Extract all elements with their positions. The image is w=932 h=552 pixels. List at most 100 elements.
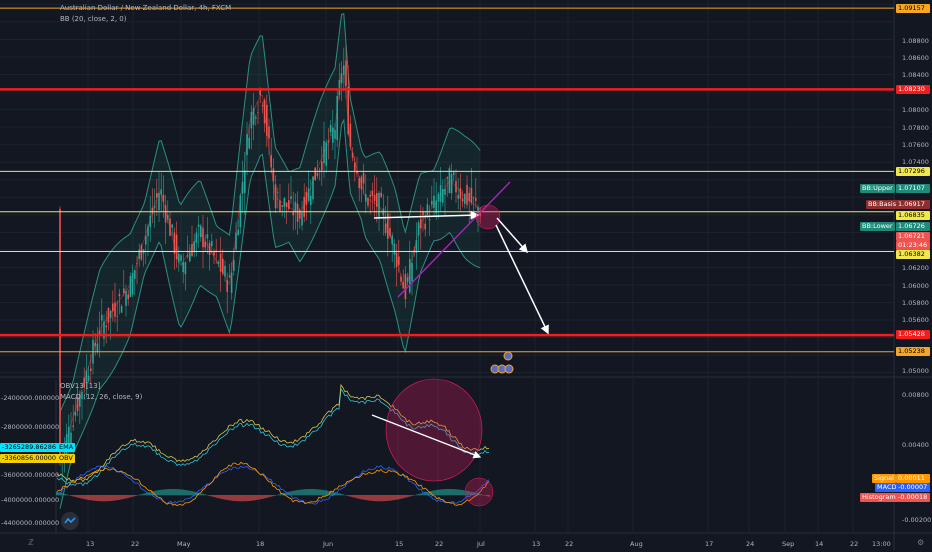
histogram-badge: Histogram — [860, 493, 898, 502]
histogram-bar — [304, 489, 305, 495]
histogram-bar — [398, 495, 399, 499]
histogram-bar — [412, 495, 413, 496]
histogram-bar — [174, 489, 175, 495]
candle-body — [466, 185, 468, 205]
histogram-bar — [172, 489, 173, 495]
candle-body — [127, 295, 129, 299]
histogram-bar — [246, 495, 247, 501]
candle-body — [341, 73, 343, 83]
histogram-bar — [366, 495, 367, 500]
candle-body — [424, 224, 426, 230]
histogram-bar — [110, 495, 111, 501]
macd-legend[interactable]: MACD (12, 26, close, 9) — [60, 393, 142, 401]
time-tick: 13 — [532, 540, 540, 548]
histogram-bar — [184, 490, 185, 495]
histogram-bar — [118, 495, 119, 500]
axis-tick: 1.08000 — [902, 106, 929, 114]
candle-body — [475, 198, 477, 201]
candle-body — [345, 61, 347, 86]
tradingview-logo-icon[interactable] — [61, 512, 79, 530]
histogram-bar — [296, 490, 297, 495]
histogram-bar — [364, 495, 365, 500]
candle-body — [361, 177, 363, 190]
candle-body — [255, 117, 257, 118]
candle-body — [457, 195, 459, 199]
candle-body — [350, 124, 352, 147]
candle-body — [132, 273, 134, 294]
histogram-bar — [94, 495, 95, 501]
candle-body — [385, 224, 387, 233]
candle-body — [121, 306, 123, 313]
candle-body — [112, 303, 114, 311]
histogram-bar — [236, 495, 237, 501]
histogram-bar — [418, 494, 419, 495]
histogram-bar — [272, 495, 273, 496]
histogram-bar — [396, 495, 397, 500]
candle-body — [266, 105, 268, 136]
settings-gear-icon[interactable]: ⚙ — [917, 538, 924, 547]
candle-body — [257, 112, 259, 113]
histogram-bar — [386, 495, 387, 501]
candle-body — [374, 195, 376, 201]
histogram-bar — [98, 495, 99, 501]
candle-body — [270, 155, 272, 167]
candle-body — [451, 174, 453, 193]
histogram-bar — [140, 494, 141, 495]
histogram-bar — [64, 494, 65, 495]
candle-body — [94, 343, 96, 346]
bb-upper-badge: BB:Upper — [860, 184, 895, 193]
histogram-bar — [180, 489, 181, 495]
candle-body — [332, 128, 334, 143]
candle-body — [196, 233, 198, 243]
candle-body — [200, 226, 202, 237]
histogram-bar — [300, 490, 301, 496]
histogram-bar — [216, 495, 217, 498]
histogram-bar — [212, 495, 213, 497]
candle-body — [253, 108, 255, 125]
candle-body — [251, 112, 253, 129]
histogram-bar — [200, 493, 201, 495]
histogram-bar — [360, 495, 361, 499]
candle-body — [468, 193, 470, 201]
histogram-bar — [208, 495, 209, 496]
histogram-bar — [240, 495, 241, 501]
candle-body — [460, 188, 462, 199]
candle-body — [185, 262, 187, 274]
obv-legend[interactable]: OBV13 [13] — [60, 382, 100, 390]
time-tick: 22 — [435, 540, 443, 548]
axis-tick: 1.06200 — [902, 264, 929, 272]
histogram-bar — [362, 495, 363, 500]
histogram-bar — [444, 489, 445, 495]
candle-body — [372, 191, 374, 196]
histogram-bar — [218, 495, 219, 498]
histogram-bar — [436, 490, 437, 495]
histogram-bar — [204, 494, 205, 495]
bb-legend[interactable]: BB (20, close, 2, 0) — [60, 15, 127, 23]
histogram-bar — [222, 495, 223, 499]
candle-body — [262, 105, 264, 106]
candle-body — [358, 178, 360, 188]
symbol-title[interactable]: Australian Dollar / New Zealand Dollar, … — [60, 4, 231, 12]
axis-tick: 1.08400 — [902, 71, 929, 79]
candle-body — [149, 216, 151, 227]
zoom-icon[interactable]: ℤ — [28, 538, 34, 547]
candle-body — [275, 184, 277, 208]
candle-body — [380, 193, 382, 197]
candle-body — [343, 65, 345, 74]
histogram-bar — [66, 494, 67, 495]
histogram-bar — [132, 495, 133, 497]
time-tick: 13 — [86, 540, 94, 548]
candle-body — [297, 204, 299, 222]
histogram-bar — [356, 495, 357, 498]
histogram-bar — [270, 495, 271, 497]
histogram-bar — [130, 495, 131, 497]
time-tick: 22 — [131, 540, 139, 548]
price-tag-1.09157: 1.09157 — [896, 4, 930, 13]
histogram-bar — [460, 490, 461, 495]
candle-body — [244, 170, 246, 193]
histogram-bar — [446, 489, 447, 495]
candle-body — [160, 189, 162, 194]
histogram-bar — [336, 493, 337, 496]
